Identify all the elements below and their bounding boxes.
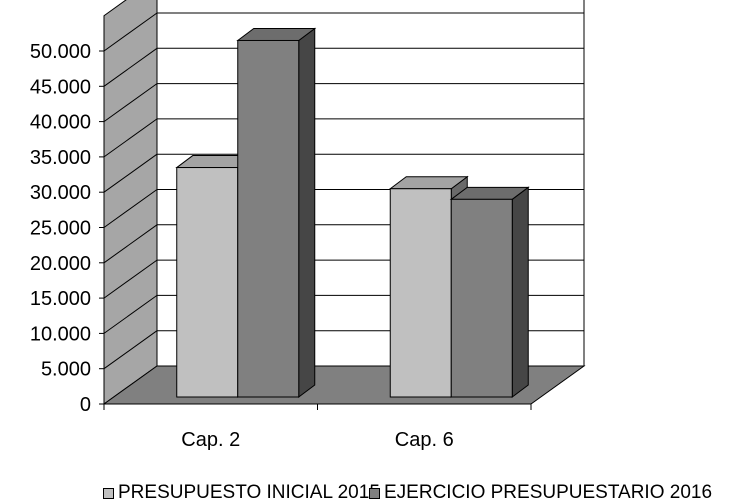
y-tick-label: 25.000 — [30, 218, 91, 240]
y-tick-label: 50.000 — [30, 41, 91, 63]
bar-2-cap-6 — [450, 198, 513, 398]
gridline-side — [103, 189, 158, 228]
legend-swatch-series-2 — [369, 487, 380, 499]
bar-chart-3d: 0 5.000 10.000 15.000 20.000 25.000 30.000 35.0… — [30, 0, 586, 451]
gridline-side — [103, 47, 158, 87]
legend-item-presupuesto-inicial-2015: PRESUPUESTO INICIAL 2015 — [103, 482, 380, 504]
bar-side — [298, 27, 316, 398]
y-tick-label: 15.000 — [30, 288, 91, 310]
gridline-side — [103, 259, 158, 299]
left-wall — [103, 0, 158, 405]
bar-side — [511, 186, 529, 398]
bar-1-cap-2 — [176, 167, 239, 398]
x-category-label: Cap. 6 — [395, 429, 454, 451]
legend: PRESUPUESTO INICIAL 2015 EJERCICIO PRESU… — [0, 482, 734, 504]
legend-item-ejercicio-presupuestario-2016: EJERCICIO PRESUPUESTARIO 2016 — [369, 482, 712, 504]
legend-swatch-series-1 — [103, 487, 114, 499]
y-tick-label: 45.000 — [30, 76, 91, 98]
bar-1-cap-6 — [389, 188, 452, 398]
gridline-side — [103, 118, 158, 158]
gridline-side — [103, 224, 158, 264]
x-category-label: Cap. 2 — [181, 429, 240, 451]
y-tick-label: 35.000 — [30, 147, 91, 169]
gridline-side — [103, 330, 158, 370]
y-tick-label: 30.000 — [30, 182, 91, 204]
y-tick-label: 0 — [80, 394, 91, 416]
gridline-side — [103, 153, 158, 193]
y-tick-label: 10.000 — [30, 323, 91, 345]
gridline-side — [103, 294, 158, 334]
y-tick-label: 5.000 — [41, 359, 91, 381]
legend-label-series-2: EJERCICIO PRESUPUESTARIO 2016 — [384, 482, 713, 503]
gridline-side — [103, 83, 158, 123]
y-tick-label: 20.000 — [30, 253, 91, 275]
y-tick-label: 40.000 — [30, 112, 91, 134]
gridline-side — [103, 12, 158, 52]
legend-label-series-1: PRESUPUESTO INICIAL 2015 — [118, 482, 380, 503]
bar-2-cap-2 — [237, 39, 300, 398]
